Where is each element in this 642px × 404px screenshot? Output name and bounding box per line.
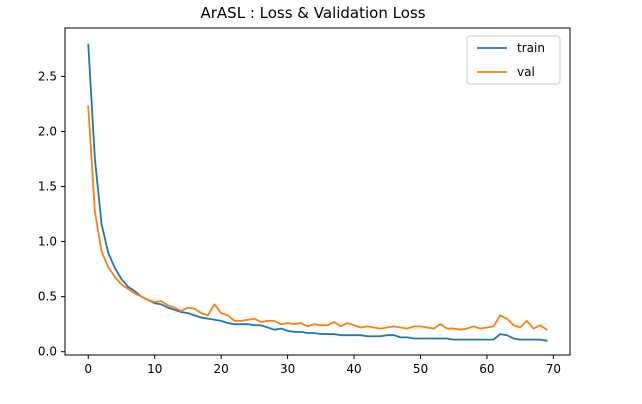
legend-train-label: train <box>517 41 545 55</box>
series-line-train <box>87 43 548 342</box>
series-layer <box>87 43 548 342</box>
x-tick-label: 70 <box>546 362 561 376</box>
legend-val-label: val <box>517 65 535 79</box>
legend: train val <box>466 35 561 85</box>
chart-title: ArASL : Loss & Validation Loss <box>200 4 425 22</box>
y-tick-label: 2.0 <box>38 124 57 138</box>
legend-frame <box>466 35 561 85</box>
series-line-val <box>87 105 548 331</box>
x-tick-label: 30 <box>280 362 295 376</box>
y-tick-label: 0.5 <box>38 290 57 304</box>
y-tick-label: 1.0 <box>38 235 57 249</box>
x-tick-label: 40 <box>346 362 361 376</box>
y-tick-label: 1.5 <box>38 180 57 194</box>
axes-frame <box>64 27 571 356</box>
x-axis: 0 10 20 30 40 50 60 70 <box>84 355 561 376</box>
y-axis: 0.0 0.5 1.0 1.5 2.0 2.5 <box>38 69 65 359</box>
x-tick-label: 20 <box>214 362 229 376</box>
x-tick-label: 10 <box>147 362 162 376</box>
x-tick-label: 50 <box>413 362 428 376</box>
y-tick-label: 0.0 <box>38 345 57 359</box>
x-tick-label: 60 <box>479 362 494 376</box>
y-tick-label: 2.5 <box>38 69 57 83</box>
plot-area <box>64 27 571 356</box>
x-tick-label: 0 <box>84 362 92 376</box>
